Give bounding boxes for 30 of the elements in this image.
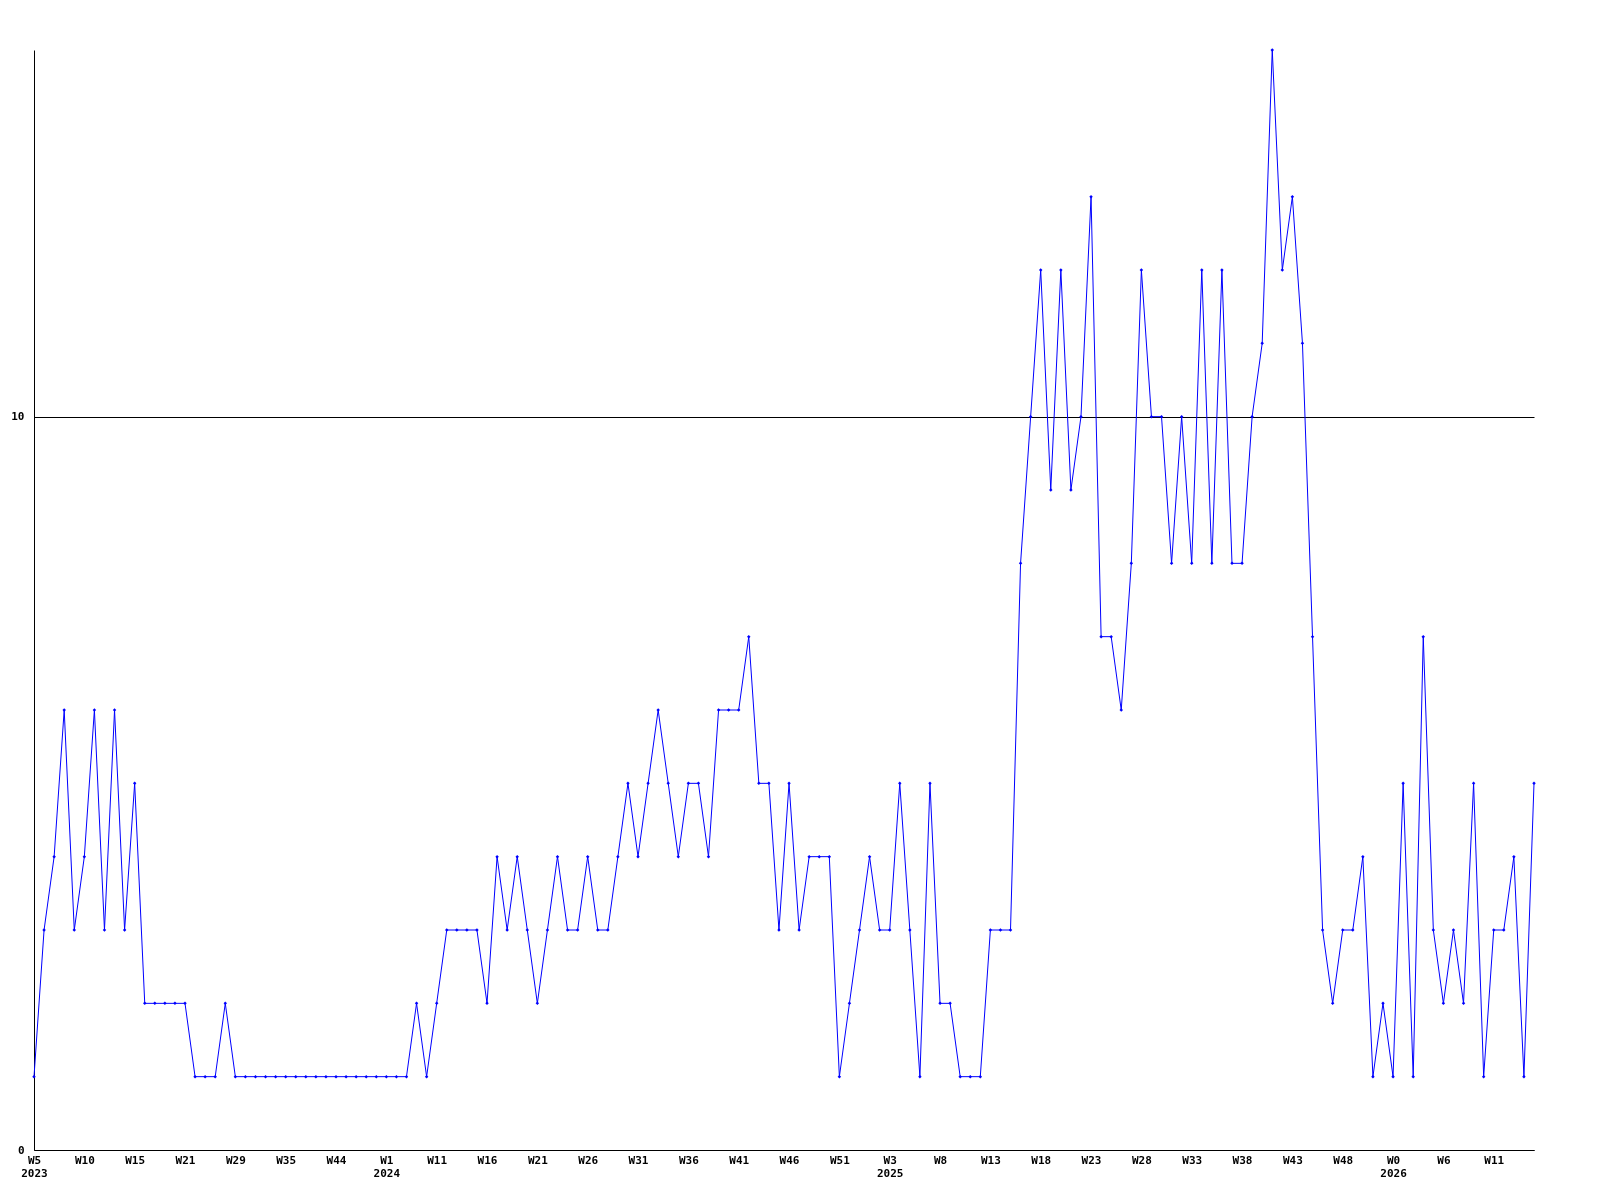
x-tick-label: W31 bbox=[628, 1153, 649, 1167]
x-tick-label: W41 bbox=[729, 1153, 750, 1167]
x-tick-label: W6 bbox=[1437, 1153, 1451, 1167]
x-tick-label: W28 bbox=[1131, 1153, 1152, 1167]
x-tick-label: W26 bbox=[578, 1153, 599, 1167]
x-tick-label: W11 bbox=[1484, 1153, 1505, 1167]
x-tick-label: W29 bbox=[225, 1153, 246, 1167]
x-tick-label: W43 bbox=[1282, 1153, 1303, 1167]
x-tick-label: W46 bbox=[779, 1153, 800, 1167]
x-tick-label: W10 bbox=[74, 1153, 95, 1167]
x-tick-label: W38 bbox=[1232, 1153, 1253, 1167]
x-tick-label: W35 bbox=[276, 1153, 297, 1167]
x-tick-label: W36 bbox=[678, 1153, 700, 1167]
x-tick-label: W3 2025 bbox=[876, 1153, 904, 1180]
x-tick-label: W23 bbox=[1081, 1153, 1102, 1167]
x-tick-label: W51 bbox=[829, 1153, 851, 1167]
x-tick-label: W21 bbox=[175, 1153, 196, 1167]
x-tick-label: W8 bbox=[933, 1153, 948, 1167]
x-tick-label: W11 bbox=[427, 1153, 448, 1167]
x-tick-label: W18 bbox=[1031, 1153, 1052, 1167]
x-tick-label: W21 bbox=[527, 1153, 549, 1167]
x-tick-label: W1 2024 bbox=[373, 1153, 401, 1180]
x-tick-label: W33 bbox=[1182, 1153, 1203, 1167]
x-tick-label: W48 bbox=[1333, 1153, 1354, 1167]
x-tick-label: W0 2026 bbox=[1380, 1153, 1408, 1180]
x-tick-label: W13 bbox=[980, 1153, 1001, 1167]
y-tick-label: 10 bbox=[11, 410, 25, 424]
x-tick-label: W16 bbox=[477, 1153, 498, 1167]
x-tick-label: W15 bbox=[125, 1153, 146, 1167]
x-tick-label: W44 bbox=[326, 1153, 347, 1167]
